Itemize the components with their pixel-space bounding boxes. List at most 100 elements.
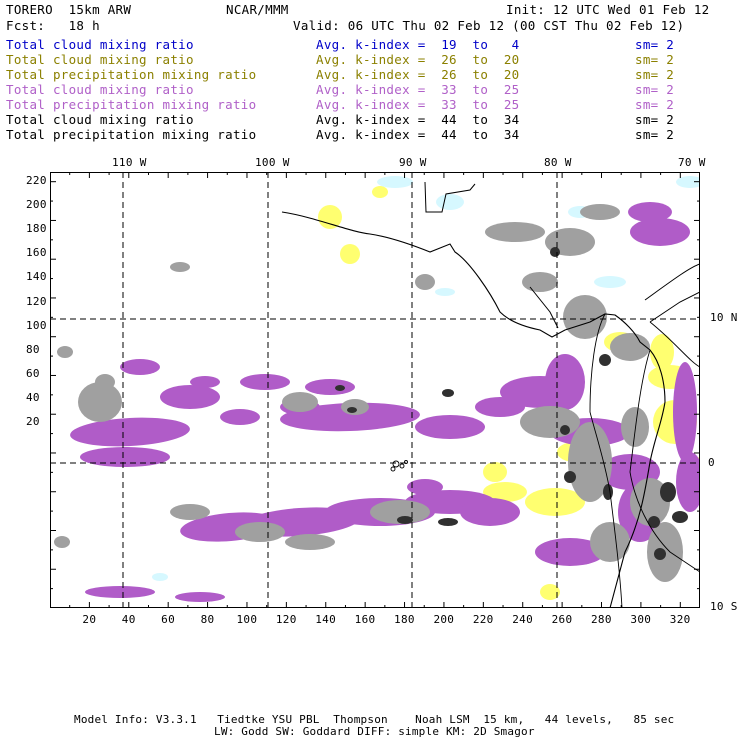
precipitation-region [673, 362, 697, 462]
convective-core [648, 516, 660, 528]
convective-core [442, 389, 454, 397]
cloud-region [568, 422, 612, 502]
y-tick-label: 180 [26, 222, 47, 236]
x-tick-label: 320 [669, 613, 691, 626]
x-tick-label: 160 [354, 613, 376, 626]
physics-info: LW: Godd SW: Goddard DIFF: simple KM: 2D… [214, 725, 535, 738]
y-tick-label: 200 [26, 198, 47, 212]
cloud-region [415, 274, 435, 290]
country-border [649, 321, 700, 368]
y-tick-label: 80 [26, 342, 40, 356]
longitude-label: 70 W [678, 156, 706, 169]
precipitation-region [630, 218, 690, 246]
precipitation-region [85, 586, 155, 598]
cloud-region [520, 406, 580, 438]
cloud-region [95, 374, 115, 390]
map-panel [50, 172, 700, 608]
legend-sm: sm= 2 [635, 52, 675, 67]
legend-index: Avg. k-index = 26 to 20 [316, 52, 520, 67]
precipitation-region [70, 417, 190, 447]
cloud-region [78, 382, 122, 422]
x-tick-label: 80 [200, 613, 215, 626]
legend-index: Avg. k-index = 44 to 34 [316, 127, 520, 142]
cloud-region [485, 222, 545, 242]
valid-time: Valid: 06 UTC Thu 02 Feb 12 (00 CST Thu … [293, 18, 685, 33]
cloud-region [285, 534, 335, 550]
latitude-label: 10 N [710, 311, 738, 324]
cloud-region [282, 392, 318, 412]
yucatan-coast [424, 181, 476, 213]
cloud-region [341, 399, 369, 415]
legend-field: Total precipitation mixing ratio [6, 127, 257, 142]
map-plot [50, 172, 700, 608]
light-cloud-region [676, 176, 700, 188]
cloud-region [235, 522, 285, 542]
longitude-label: 80 W [544, 156, 572, 169]
light-cloud-region [594, 276, 626, 288]
model-title: TORERO 15km ARW [6, 2, 132, 17]
legend-index: Avg. k-index = 19 to 4 [316, 37, 520, 52]
yellow-cloud-region [318, 205, 342, 229]
y-tick-label: 120 [26, 294, 47, 308]
legend-sm: sm= 2 [635, 37, 675, 52]
galapagos-island [392, 460, 400, 468]
y-tick-label: 40 [26, 390, 40, 404]
precipitation-region [460, 498, 520, 526]
legend-field: Total cloud mixing ratio [6, 112, 194, 127]
precipitation-region [220, 409, 260, 425]
convective-core [660, 482, 676, 502]
convective-core [564, 471, 576, 483]
light-cloud-region [435, 288, 455, 296]
x-tick-label: 280 [591, 613, 612, 626]
organization: NCAR/MMM [226, 2, 289, 17]
cloud-region [563, 295, 607, 339]
cloud-region [590, 522, 630, 562]
precipitation-region [535, 538, 605, 566]
convective-core [397, 516, 413, 524]
light-cloud-region [152, 573, 168, 581]
legend-sm: sm= 2 [635, 67, 675, 82]
forecast-hour: Fcst: 18 h [6, 18, 100, 33]
legend-index: Avg. k-index = 33 to 25 [316, 82, 520, 97]
convective-core [560, 425, 570, 435]
longitude-label: 110 W [112, 156, 147, 169]
x-tick-label: 120 [275, 613, 297, 626]
country-border [629, 349, 700, 573]
legend-sm: sm= 2 [635, 127, 675, 142]
legend-field: Total cloud mixing ratio [6, 37, 194, 52]
cloud-region [621, 407, 649, 447]
x-tick-label: 220 [472, 613, 494, 626]
coastline [281, 211, 666, 608]
y-tick-label: 100 [26, 318, 47, 332]
precipitation-region [80, 447, 170, 467]
x-tick-label: 300 [630, 613, 652, 626]
convective-core [599, 354, 611, 366]
cloud-region [580, 204, 620, 220]
legend-sm: sm= 2 [635, 82, 675, 97]
cloud-region [170, 504, 210, 520]
convective-core [654, 548, 666, 560]
y-tick-label: 140 [26, 270, 47, 284]
precipitation-region [240, 374, 290, 390]
convective-core [347, 407, 357, 413]
precipitation-region [628, 202, 672, 222]
cloud-region [610, 333, 650, 361]
yellow-cloud-region [540, 584, 560, 600]
precipitation-region [676, 452, 700, 512]
x-tick-label: 200 [433, 613, 455, 626]
light-cloud-region [436, 194, 464, 210]
legend-field: Total cloud mixing ratio [6, 82, 194, 97]
yellow-cloud-region [483, 482, 527, 502]
yellow-cloud-region [372, 186, 388, 198]
galapagos-island [390, 466, 396, 472]
y-tick-label: 160 [26, 246, 47, 260]
yellow-cloud-region [483, 462, 507, 482]
y-tick-label: 220 [26, 174, 47, 187]
legend-index: Avg. k-index = 44 to 34 [316, 112, 520, 127]
x-tick-label: 100 [236, 613, 258, 626]
country-border [529, 263, 700, 329]
legend-index: Avg. k-index = 33 to 25 [316, 97, 520, 112]
convective-core [438, 518, 458, 526]
x-tick-label: 240 [512, 613, 533, 626]
precipitation-region [175, 592, 225, 602]
